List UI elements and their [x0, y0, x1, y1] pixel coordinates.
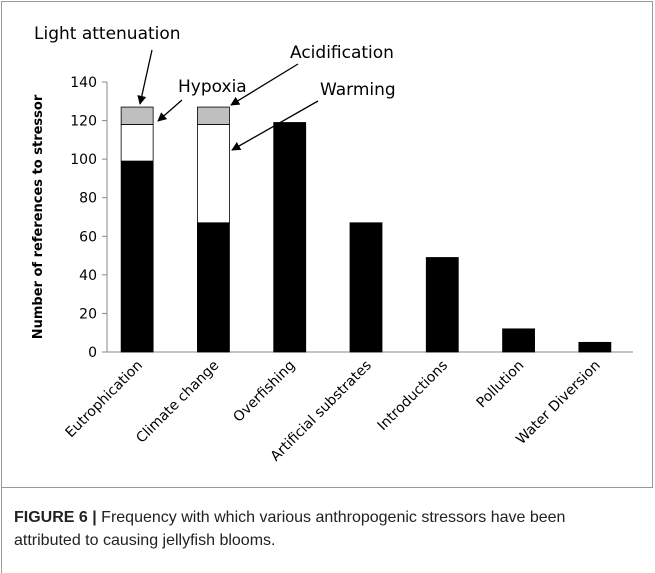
bar-segment [120, 124, 154, 162]
bar-segment [197, 124, 230, 224]
bar-segment [120, 106, 154, 125]
x-tick-label: Climate change [133, 358, 222, 447]
caption-line: FIGURE 6 | Frequency with which various … [14, 509, 565, 526]
caption-label: FIGURE 6 | [14, 509, 97, 526]
bar-segment [349, 222, 383, 353]
y-tick-label: 40 [79, 268, 97, 284]
annotation: Acidification [290, 43, 394, 63]
y-axis-label: Number of references to stressor [31, 94, 46, 339]
y-tick-label: 20 [79, 306, 97, 322]
x-tick-label: Water Diversion [513, 358, 603, 448]
y-tick-label: 140 [70, 75, 97, 91]
caption-text: attributed to causing jellyfish blooms. [14, 532, 275, 549]
arrow [137, 49, 153, 105]
bar-segment [197, 106, 230, 125]
bar-segment [120, 160, 154, 353]
y-tick-label: 80 [79, 191, 97, 207]
x-tick-label: Eutrophication [63, 358, 146, 441]
y-tick-label: 0 [88, 345, 97, 361]
x-tick-label: Introductions [375, 358, 451, 434]
bar-segment [197, 222, 230, 353]
caption-text: Frequency with which various anthropogen… [101, 509, 565, 526]
x-tick-label: Pollution [474, 358, 528, 412]
y-tick-label: 60 [79, 229, 97, 245]
bar-segment [502, 328, 535, 353]
x-tick-label: Overfishing [230, 358, 298, 426]
bar-segment [578, 341, 612, 353]
annotation: Hypoxia [178, 77, 247, 97]
y-tick-label: 100 [70, 152, 97, 168]
bar-segment [425, 257, 459, 353]
arrow [230, 63, 299, 106]
arrow [157, 99, 183, 122]
y-tick-label: 120 [70, 114, 97, 130]
annotation: Light attenuation [34, 24, 181, 44]
annotation: Warming [320, 80, 396, 100]
frame [1, 1, 653, 488]
bar-segment [273, 122, 307, 353]
